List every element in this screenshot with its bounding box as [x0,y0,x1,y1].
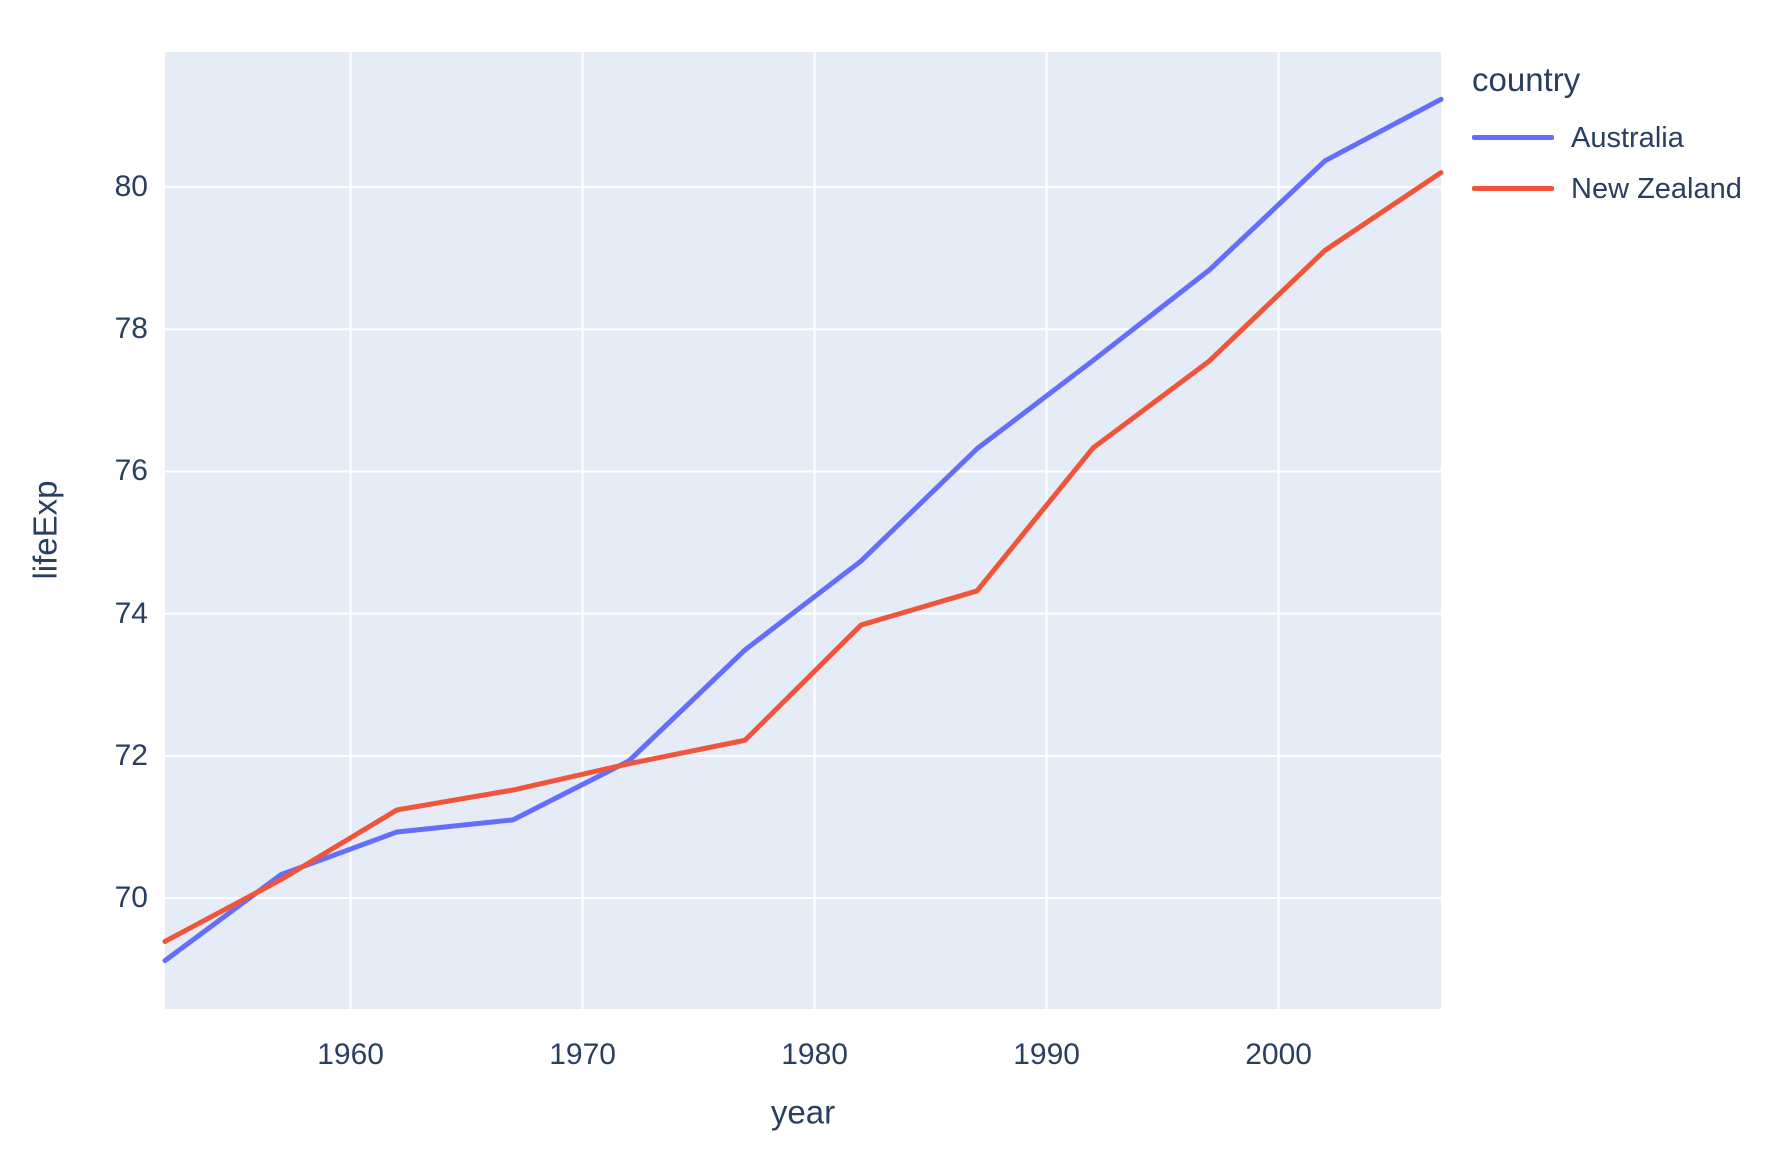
series-line-australia[interactable] [162,96,1444,964]
y-tick-label: 76 [114,454,148,488]
plot-area[interactable] [165,52,1441,1009]
legend-item-new-zealand[interactable]: New Zealand [1472,163,1742,214]
x-tick-label: 1970 [549,1038,616,1071]
legend-line-swatch [1472,186,1554,191]
legend-item-label: Australia [1571,121,1684,154]
x-tick-label: 2000 [1245,1038,1312,1071]
x-tick-label: 1960 [317,1038,384,1071]
y-tick-label: 74 [114,596,148,630]
y-tick-label: 80 [114,170,148,204]
x-tick-label: 1980 [781,1038,848,1071]
x-axis-title: year [770,1093,836,1131]
y-tick-label: 70 [114,881,148,915]
y-axis-title: lifeExp [26,480,64,580]
legend-items: Australia New Zealand [1472,112,1742,214]
legend: country Australia New Zealand [1472,60,1742,214]
y-tick-label: 72 [114,738,148,772]
legend-title: country [1472,61,1581,98]
legend-line-swatch [1472,135,1554,140]
x-tick-label: 1990 [1013,1038,1080,1071]
legend-item-australia[interactable]: Australia [1472,112,1742,163]
series-line-new-zealand[interactable] [162,170,1444,944]
y-tick-label: 78 [114,312,148,346]
legend-item-label: New Zealand [1571,172,1742,205]
